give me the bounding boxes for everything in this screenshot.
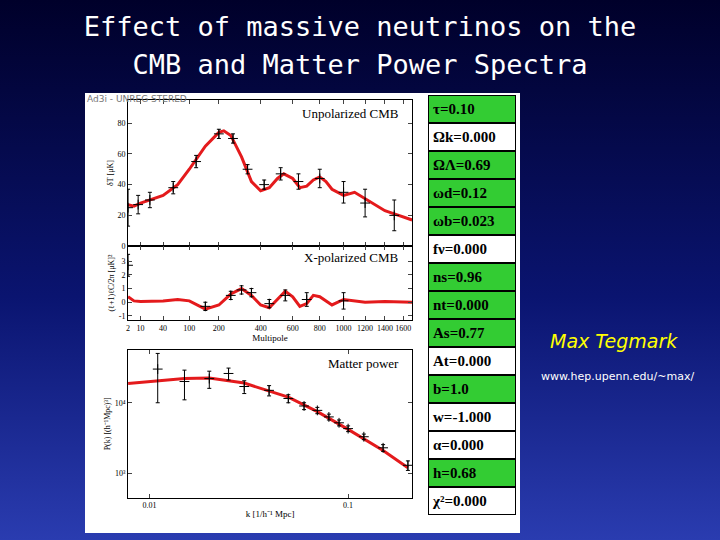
html-text:χ²=0.000: χ²=0.000 bbox=[433, 493, 487, 509]
html-text:α=0.000: α=0.000 bbox=[433, 437, 484, 453]
html-text:τ=0.10: τ=0.10 bbox=[433, 101, 475, 117]
svg-text:20: 20 bbox=[117, 211, 125, 220]
svg-text:400: 400 bbox=[255, 324, 267, 333]
svg-text:k [1/h⁻¹ Mpc]: k [1/h⁻¹ Mpc] bbox=[246, 509, 295, 519]
html-text:ωd=0.12: ωd=0.12 bbox=[433, 185, 488, 201]
svg-text:P(k) [(h⁻¹Mpc)³]: P(k) [(h⁻¹Mpc)³] bbox=[103, 397, 112, 450]
svg-text:2: 2 bbox=[126, 324, 130, 333]
svg-text:800: 800 bbox=[314, 324, 326, 333]
html-text:As=0.77: As=0.77 bbox=[433, 325, 485, 341]
svg-text:1200: 1200 bbox=[357, 324, 373, 333]
svg-text:0.1: 0.1 bbox=[343, 501, 353, 510]
svg-text:200: 200 bbox=[213, 324, 225, 333]
svg-text:40: 40 bbox=[117, 180, 125, 189]
svg-text:Multipole: Multipole bbox=[252, 333, 288, 343]
svg-text:600: 600 bbox=[287, 324, 299, 333]
html-text:ΩΛ=0.69: ΩΛ=0.69 bbox=[433, 157, 491, 173]
svg-text:1600: 1600 bbox=[395, 324, 411, 333]
html-text:CMB and Matter Power Spectra: CMB and Matter Power Spectra bbox=[132, 49, 588, 80]
html-text:b=1.0: b=1.0 bbox=[433, 381, 469, 397]
html-text:At=0.000: At=0.000 bbox=[433, 353, 492, 369]
html-text:Max Tegmark: Max Tegmark bbox=[550, 330, 678, 352]
html-text:Effect of massive neutrinos on: Effect of massive neutrinos on the bbox=[83, 11, 637, 42]
svg-text:10³: 10³ bbox=[115, 469, 126, 478]
html-text:Ωk=0.000: Ωk=0.000 bbox=[433, 129, 496, 145]
svg-text:10⁴: 10⁴ bbox=[115, 399, 126, 408]
html-text:nt=0.000: nt=0.000 bbox=[433, 297, 489, 313]
svg-text:100: 100 bbox=[183, 324, 195, 333]
html-text:Ad3i - UNREG STERED: Ad3i - UNREG STERED bbox=[87, 94, 187, 104]
html-text:h=0.68: h=0.68 bbox=[433, 465, 477, 481]
svg-text:0: 0 bbox=[121, 242, 125, 251]
html-text:ns=0.96: ns=0.96 bbox=[433, 269, 482, 285]
svg-text:0.01: 0.01 bbox=[142, 501, 156, 510]
svg-text:Unpolarized CMB: Unpolarized CMB bbox=[302, 106, 399, 121]
svg-text:80: 80 bbox=[117, 119, 125, 128]
svg-text:(ℓ+1)ℓC/2π [μK]²: (ℓ+1)ℓC/2π [μK]² bbox=[107, 254, 116, 311]
svg-text:1000: 1000 bbox=[336, 324, 352, 333]
svg-text:X-polarized CMB: X-polarized CMB bbox=[304, 250, 399, 265]
svg-text:2: 2 bbox=[121, 271, 125, 280]
html-text:w=-1.000: w=-1.000 bbox=[433, 409, 492, 425]
svg-text:Matter power: Matter power bbox=[328, 356, 399, 371]
svg-text:1400: 1400 bbox=[377, 324, 393, 333]
svg-text:10: 10 bbox=[137, 324, 145, 333]
svg-text:1: 1 bbox=[121, 284, 125, 293]
html-text:www.hep.upenn.edu/~max/: www.hep.upenn.edu/~max/ bbox=[541, 370, 695, 383]
svg-text:δT [μK]: δT [μK] bbox=[106, 160, 115, 186]
html-text:ωb=0.023: ωb=0.023 bbox=[433, 213, 495, 229]
svg-text:-1: -1 bbox=[119, 312, 126, 321]
svg-text:60: 60 bbox=[117, 150, 125, 159]
svg-text:40: 40 bbox=[159, 324, 167, 333]
svg-text:3: 3 bbox=[121, 257, 125, 266]
svg-text:0: 0 bbox=[121, 298, 125, 307]
html-text:fν=0.000: fν=0.000 bbox=[433, 241, 487, 257]
